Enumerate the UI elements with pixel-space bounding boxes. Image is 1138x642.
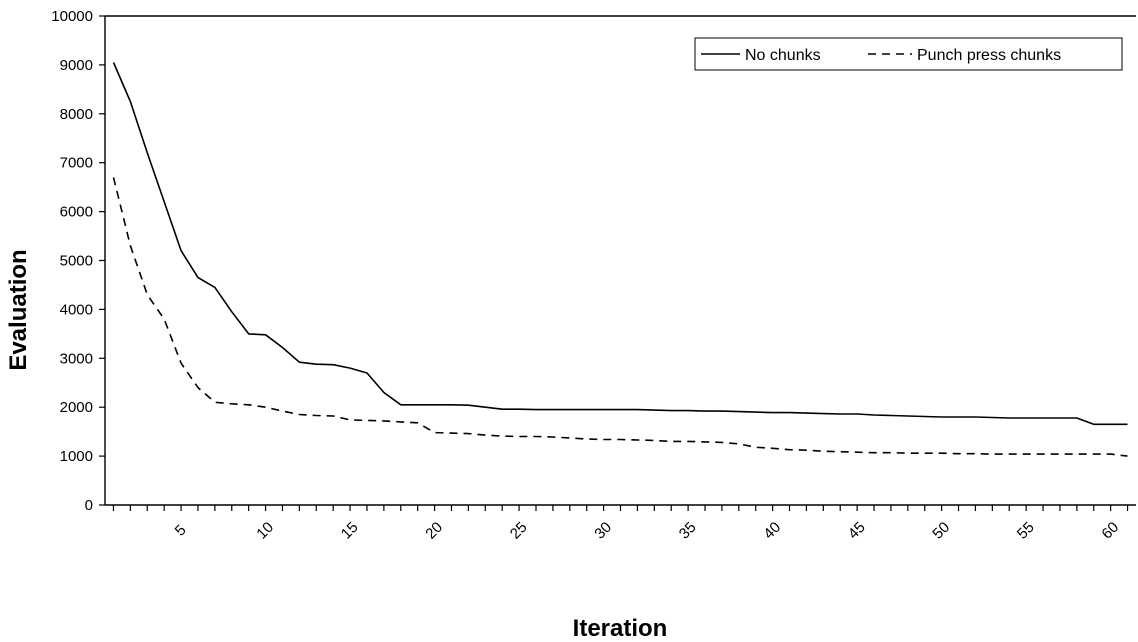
x-tick-label: 5: [172, 522, 190, 540]
series-line-punch-press-chunks: [112, 177, 1128, 457]
x-tick-label: 40: [760, 519, 784, 543]
x-tick-label: 35: [676, 519, 700, 543]
x-axis-ticks: 5 10 15 20 25 30 35 40 45 50 55 60: [112, 505, 1129, 543]
y-tick-label: 9000: [60, 57, 93, 74]
legend-label-no-chunks: No chunks: [745, 47, 821, 64]
x-tick-label: 10: [253, 519, 277, 543]
x-tick-label: 25: [507, 519, 531, 543]
x-tick-label: 45: [845, 519, 869, 543]
x-axis-title: Iteration: [573, 615, 668, 642]
y-tick-label: 6000: [60, 204, 93, 221]
y-tick-label: 7000: [60, 155, 93, 172]
y-axis-ticks: 0 1000 2000 3000 4000 5000 6000 7000 8000 9000 100…: [51, 8, 105, 514]
x-tick-label: 50: [929, 519, 953, 543]
y-tick-label: 8000: [60, 106, 93, 123]
series-layer: [112, 62, 1128, 457]
y-axis-title: Evaluation: [5, 249, 32, 370]
x-tick-label: 60: [1098, 519, 1122, 543]
y-tick-label: 4000: [60, 301, 93, 318]
y-tick-label: 2000: [60, 399, 93, 416]
series-line-no-chunks: [112, 62, 1128, 426]
axes: [104, 15, 1136, 506]
x-tick-label: 30: [591, 519, 615, 543]
y-tick-label: 1000: [60, 448, 93, 465]
legend: No chunks Punch press chunks: [694, 37, 1123, 71]
y-tick-label: 3000: [60, 350, 93, 367]
legend-label-punch-press-chunks: Punch press chunks: [917, 47, 1061, 64]
legend-box: [694, 37, 1123, 71]
y-tick-label: 0: [85, 497, 93, 514]
y-tick-label: 10000: [51, 8, 93, 25]
y-tick-label: 5000: [60, 253, 93, 270]
x-tick-label: 55: [1014, 519, 1038, 543]
x-tick-label: 20: [422, 519, 446, 543]
x-tick-label: 15: [338, 519, 362, 543]
